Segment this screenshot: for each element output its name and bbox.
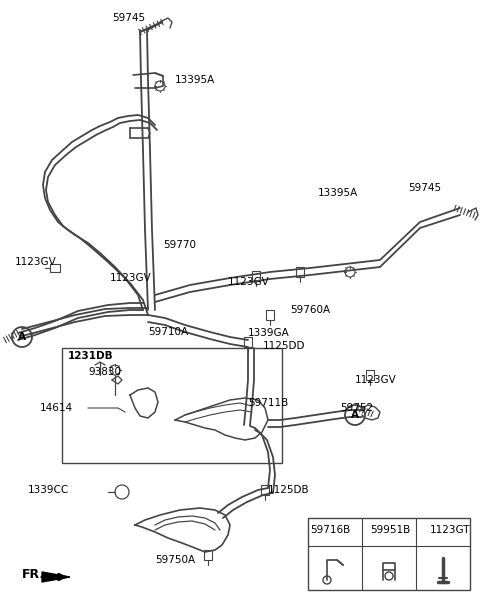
- Text: 1125DB: 1125DB: [268, 485, 310, 495]
- Text: 1125DD: 1125DD: [263, 341, 305, 351]
- Text: 59716B: 59716B: [310, 525, 350, 535]
- Text: 59745: 59745: [408, 183, 441, 193]
- Text: 59951B: 59951B: [370, 525, 410, 535]
- Text: 1123GV: 1123GV: [15, 257, 57, 267]
- Bar: [366, 370, 374, 380]
- Text: 1339GA: 1339GA: [248, 328, 290, 338]
- Text: 59770: 59770: [163, 240, 196, 250]
- Text: 1123GV: 1123GV: [355, 375, 397, 385]
- Text: 59752: 59752: [340, 403, 373, 413]
- Text: 1123GV: 1123GV: [110, 273, 152, 283]
- Bar: [244, 337, 252, 347]
- Text: A: A: [18, 332, 26, 342]
- Text: 1123GT: 1123GT: [430, 525, 470, 535]
- Bar: [308, 518, 470, 590]
- Text: A: A: [351, 410, 359, 420]
- Text: 13395A: 13395A: [175, 75, 215, 85]
- Bar: [296, 267, 304, 277]
- Bar: [62, 348, 282, 463]
- Text: 59745: 59745: [112, 13, 145, 23]
- Text: 14614: 14614: [40, 403, 73, 413]
- Bar: [204, 550, 212, 560]
- Bar: [50, 264, 60, 272]
- Polygon shape: [42, 572, 70, 582]
- Bar: [252, 271, 260, 281]
- Bar: [266, 310, 274, 320]
- Bar: [261, 485, 269, 495]
- Text: 93830: 93830: [88, 367, 121, 377]
- Text: 59710A: 59710A: [148, 327, 188, 337]
- Text: 59760A: 59760A: [290, 305, 330, 315]
- Text: 1339CC: 1339CC: [28, 485, 69, 495]
- Text: 13395A: 13395A: [318, 188, 358, 198]
- Text: 1231DB: 1231DB: [68, 351, 114, 361]
- Text: FR.: FR.: [22, 569, 45, 581]
- Text: 1123GV: 1123GV: [228, 277, 270, 287]
- Text: 59750A: 59750A: [155, 555, 195, 565]
- Text: 59711B: 59711B: [248, 398, 288, 408]
